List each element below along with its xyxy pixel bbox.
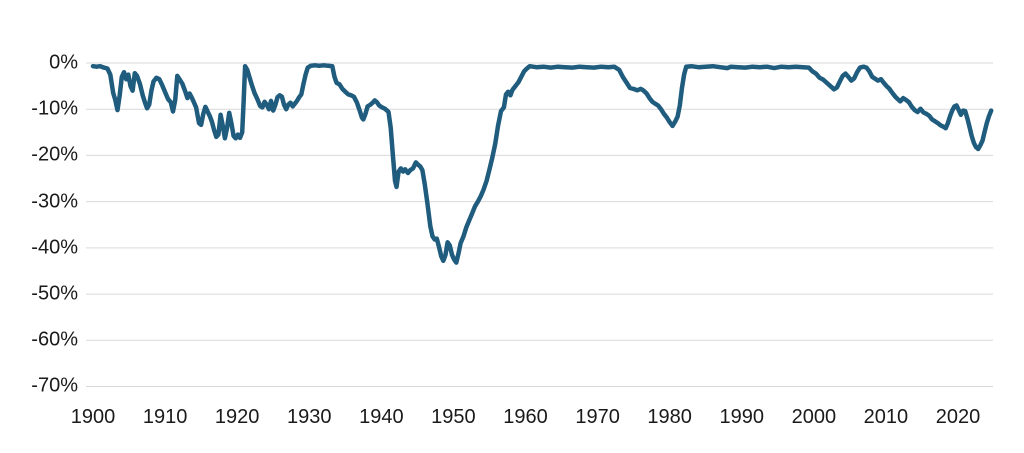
drawdown-series-line [90, 63, 994, 265]
y-axis-label: -70% [31, 374, 78, 397]
y-axis-label: -40% [31, 236, 78, 259]
x-axis-label: 2020 [935, 406, 981, 428]
x-axis-label: 1960 [503, 406, 548, 428]
x-axis-label: 2010 [863, 406, 909, 428]
horizontal-gridlines [86, 62, 993, 387]
x-axis-label: 1940 [359, 406, 404, 428]
x-axis-label: 1970 [575, 406, 620, 428]
y-axis-label: 0% [49, 51, 78, 74]
x-axis-label: 1950 [431, 406, 476, 428]
y-axis-label: -10% [31, 97, 78, 120]
x-axis-label: 1930 [286, 406, 332, 428]
x-axis-label: 1980 [647, 406, 692, 428]
y-axis-label: -60% [31, 328, 78, 351]
y-axis-label: -20% [31, 143, 78, 166]
x-axis-label: 1910 [142, 406, 188, 428]
y-axis-label: -50% [31, 282, 78, 305]
x-axis-label: 2000 [791, 406, 837, 428]
x-axis-label: 1900 [70, 406, 116, 428]
x-axis-label: 1990 [719, 406, 764, 428]
y-axis-label: -30% [31, 190, 78, 213]
x-axis-label: 1920 [214, 406, 260, 428]
